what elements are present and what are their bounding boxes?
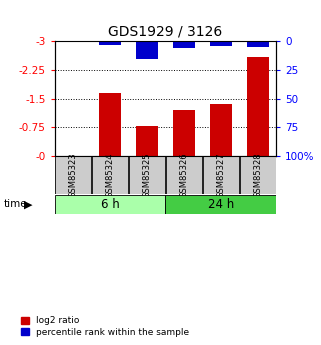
Bar [247,57,269,156]
Bar [173,41,195,48]
Bar [210,41,232,46]
FancyBboxPatch shape [165,195,276,214]
FancyBboxPatch shape [203,156,239,194]
Bar [136,126,158,156]
Text: GSM85326: GSM85326 [179,152,188,198]
FancyBboxPatch shape [55,195,165,214]
Bar [99,41,121,46]
Bar [247,41,269,47]
FancyBboxPatch shape [129,156,165,194]
Bar [136,41,158,59]
Text: GSM85323: GSM85323 [68,152,78,198]
Text: time: time [3,199,27,209]
Bar [99,93,121,156]
Text: GSM85325: GSM85325 [142,152,152,198]
FancyBboxPatch shape [166,156,202,194]
Text: GSM85324: GSM85324 [105,152,115,198]
Title: GDS1929 / 3126: GDS1929 / 3126 [108,25,222,39]
Text: GSM85328: GSM85328 [253,152,262,198]
Text: GSM85327: GSM85327 [216,152,225,198]
Legend: log2 ratio, percentile rank within the sample: log2 ratio, percentile rank within the s… [21,316,189,337]
FancyBboxPatch shape [92,156,128,194]
Text: ▶: ▶ [24,199,32,209]
Bar [210,104,232,156]
Text: 6 h: 6 h [100,198,119,211]
Text: 24 h: 24 h [208,198,234,211]
FancyBboxPatch shape [55,156,91,194]
FancyBboxPatch shape [239,156,276,194]
Bar [173,110,195,156]
